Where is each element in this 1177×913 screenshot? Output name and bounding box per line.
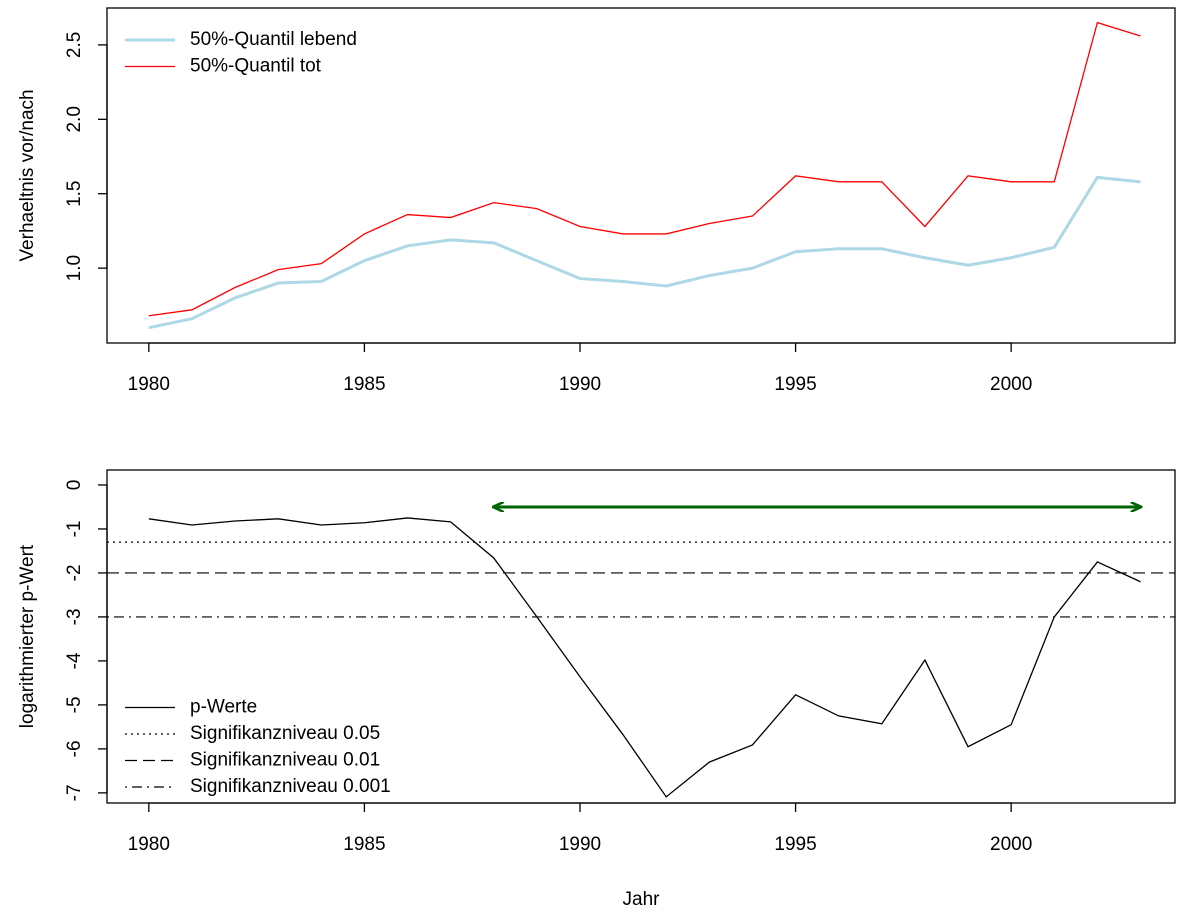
x-tick-label: 1985 bbox=[343, 834, 385, 855]
y-tick-label: -4 bbox=[64, 652, 85, 669]
legend-label: Signifikanzniveau 0.05 bbox=[190, 723, 380, 744]
y-tick-label: -2 bbox=[64, 564, 85, 581]
x-tick-label: 1990 bbox=[559, 374, 601, 395]
y-tick-label: -7 bbox=[64, 784, 85, 801]
legend-label: 50%-Quantil lebend bbox=[190, 29, 357, 50]
y-axis-label: Verhaeltnis vor/nach bbox=[17, 89, 38, 261]
x-tick-label: 1990 bbox=[559, 834, 601, 855]
y-tick-label: -3 bbox=[64, 608, 85, 625]
x-tick-label: 2000 bbox=[990, 834, 1032, 855]
data-line bbox=[148, 517, 1141, 798]
y-tick-label: 1.0 bbox=[64, 255, 85, 281]
x-tick-label: 2000 bbox=[990, 374, 1032, 395]
data-line bbox=[148, 21, 1141, 317]
y-tick-label: 1.5 bbox=[64, 181, 85, 207]
x-tick-label: 1995 bbox=[774, 374, 816, 395]
y-tick-label: 2.0 bbox=[64, 106, 85, 132]
legend-label: p-Werte bbox=[190, 697, 257, 718]
legend-label: Signifikanzniveau 0.01 bbox=[190, 750, 380, 771]
data-line bbox=[148, 175, 1141, 330]
x-tick-label: 1995 bbox=[774, 834, 816, 855]
y-tick-label: -6 bbox=[64, 740, 85, 757]
y-axis-label: logarithmierter p-Wert bbox=[17, 544, 38, 728]
x-tick-label: 1980 bbox=[128, 374, 170, 395]
x-axis-label: Jahr bbox=[623, 889, 661, 910]
x-tick-label: 1985 bbox=[343, 374, 385, 395]
y-tick-label: -1 bbox=[64, 520, 85, 537]
legend-label: 50%-Quantil tot bbox=[190, 56, 322, 77]
y-tick-label: 2.5 bbox=[64, 32, 85, 58]
y-tick-label: -5 bbox=[64, 696, 85, 713]
x-tick-label: 1980 bbox=[128, 834, 170, 855]
legend-label: Signifikanzniveau 0.001 bbox=[190, 776, 391, 797]
y-tick-label: 0 bbox=[64, 480, 85, 491]
